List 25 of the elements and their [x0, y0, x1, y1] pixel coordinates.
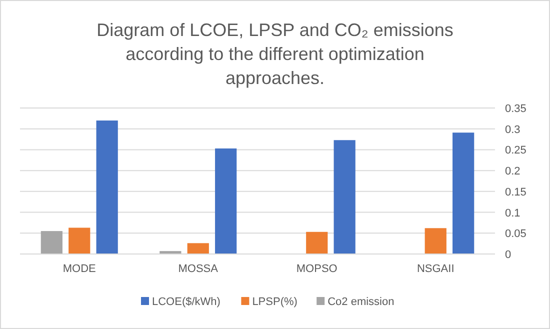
y-tick-label: 0.2: [505, 166, 520, 178]
chart-title: Diagram of LCOE, LPSP and CO₂ emissions according to the different optimization approaches.: [96, 20, 454, 88]
x-tick-label: MOSSA: [178, 263, 219, 275]
bar: [215, 148, 237, 254]
bar: [187, 243, 209, 254]
legend-label: Co2 emission: [328, 296, 394, 308]
bar: [424, 228, 446, 254]
bar: [452, 132, 474, 254]
legend-label: LPSP(%): [252, 296, 298, 308]
bar: [334, 140, 356, 254]
y-tick-label: 0.3: [505, 124, 520, 136]
y-tick-label: 0.35: [505, 103, 526, 115]
y-tick-label: 0.15: [505, 186, 526, 198]
y-tick-label: 0.05: [505, 228, 526, 240]
bar: [40, 231, 62, 254]
bar: [68, 228, 90, 254]
y-tick-label: 0.25: [505, 144, 526, 157]
x-tick-label: MOPSO: [296, 263, 338, 275]
x-tick-label: NSGAII: [416, 263, 454, 275]
y-tick-label: 0: [505, 249, 512, 261]
bar: [306, 232, 328, 254]
bar: [96, 120, 118, 254]
legend-label: LCOE($/kWh): [152, 296, 220, 308]
x-tick-label: MODE: [62, 263, 96, 275]
y-tick-label: 0.1: [505, 207, 520, 220]
